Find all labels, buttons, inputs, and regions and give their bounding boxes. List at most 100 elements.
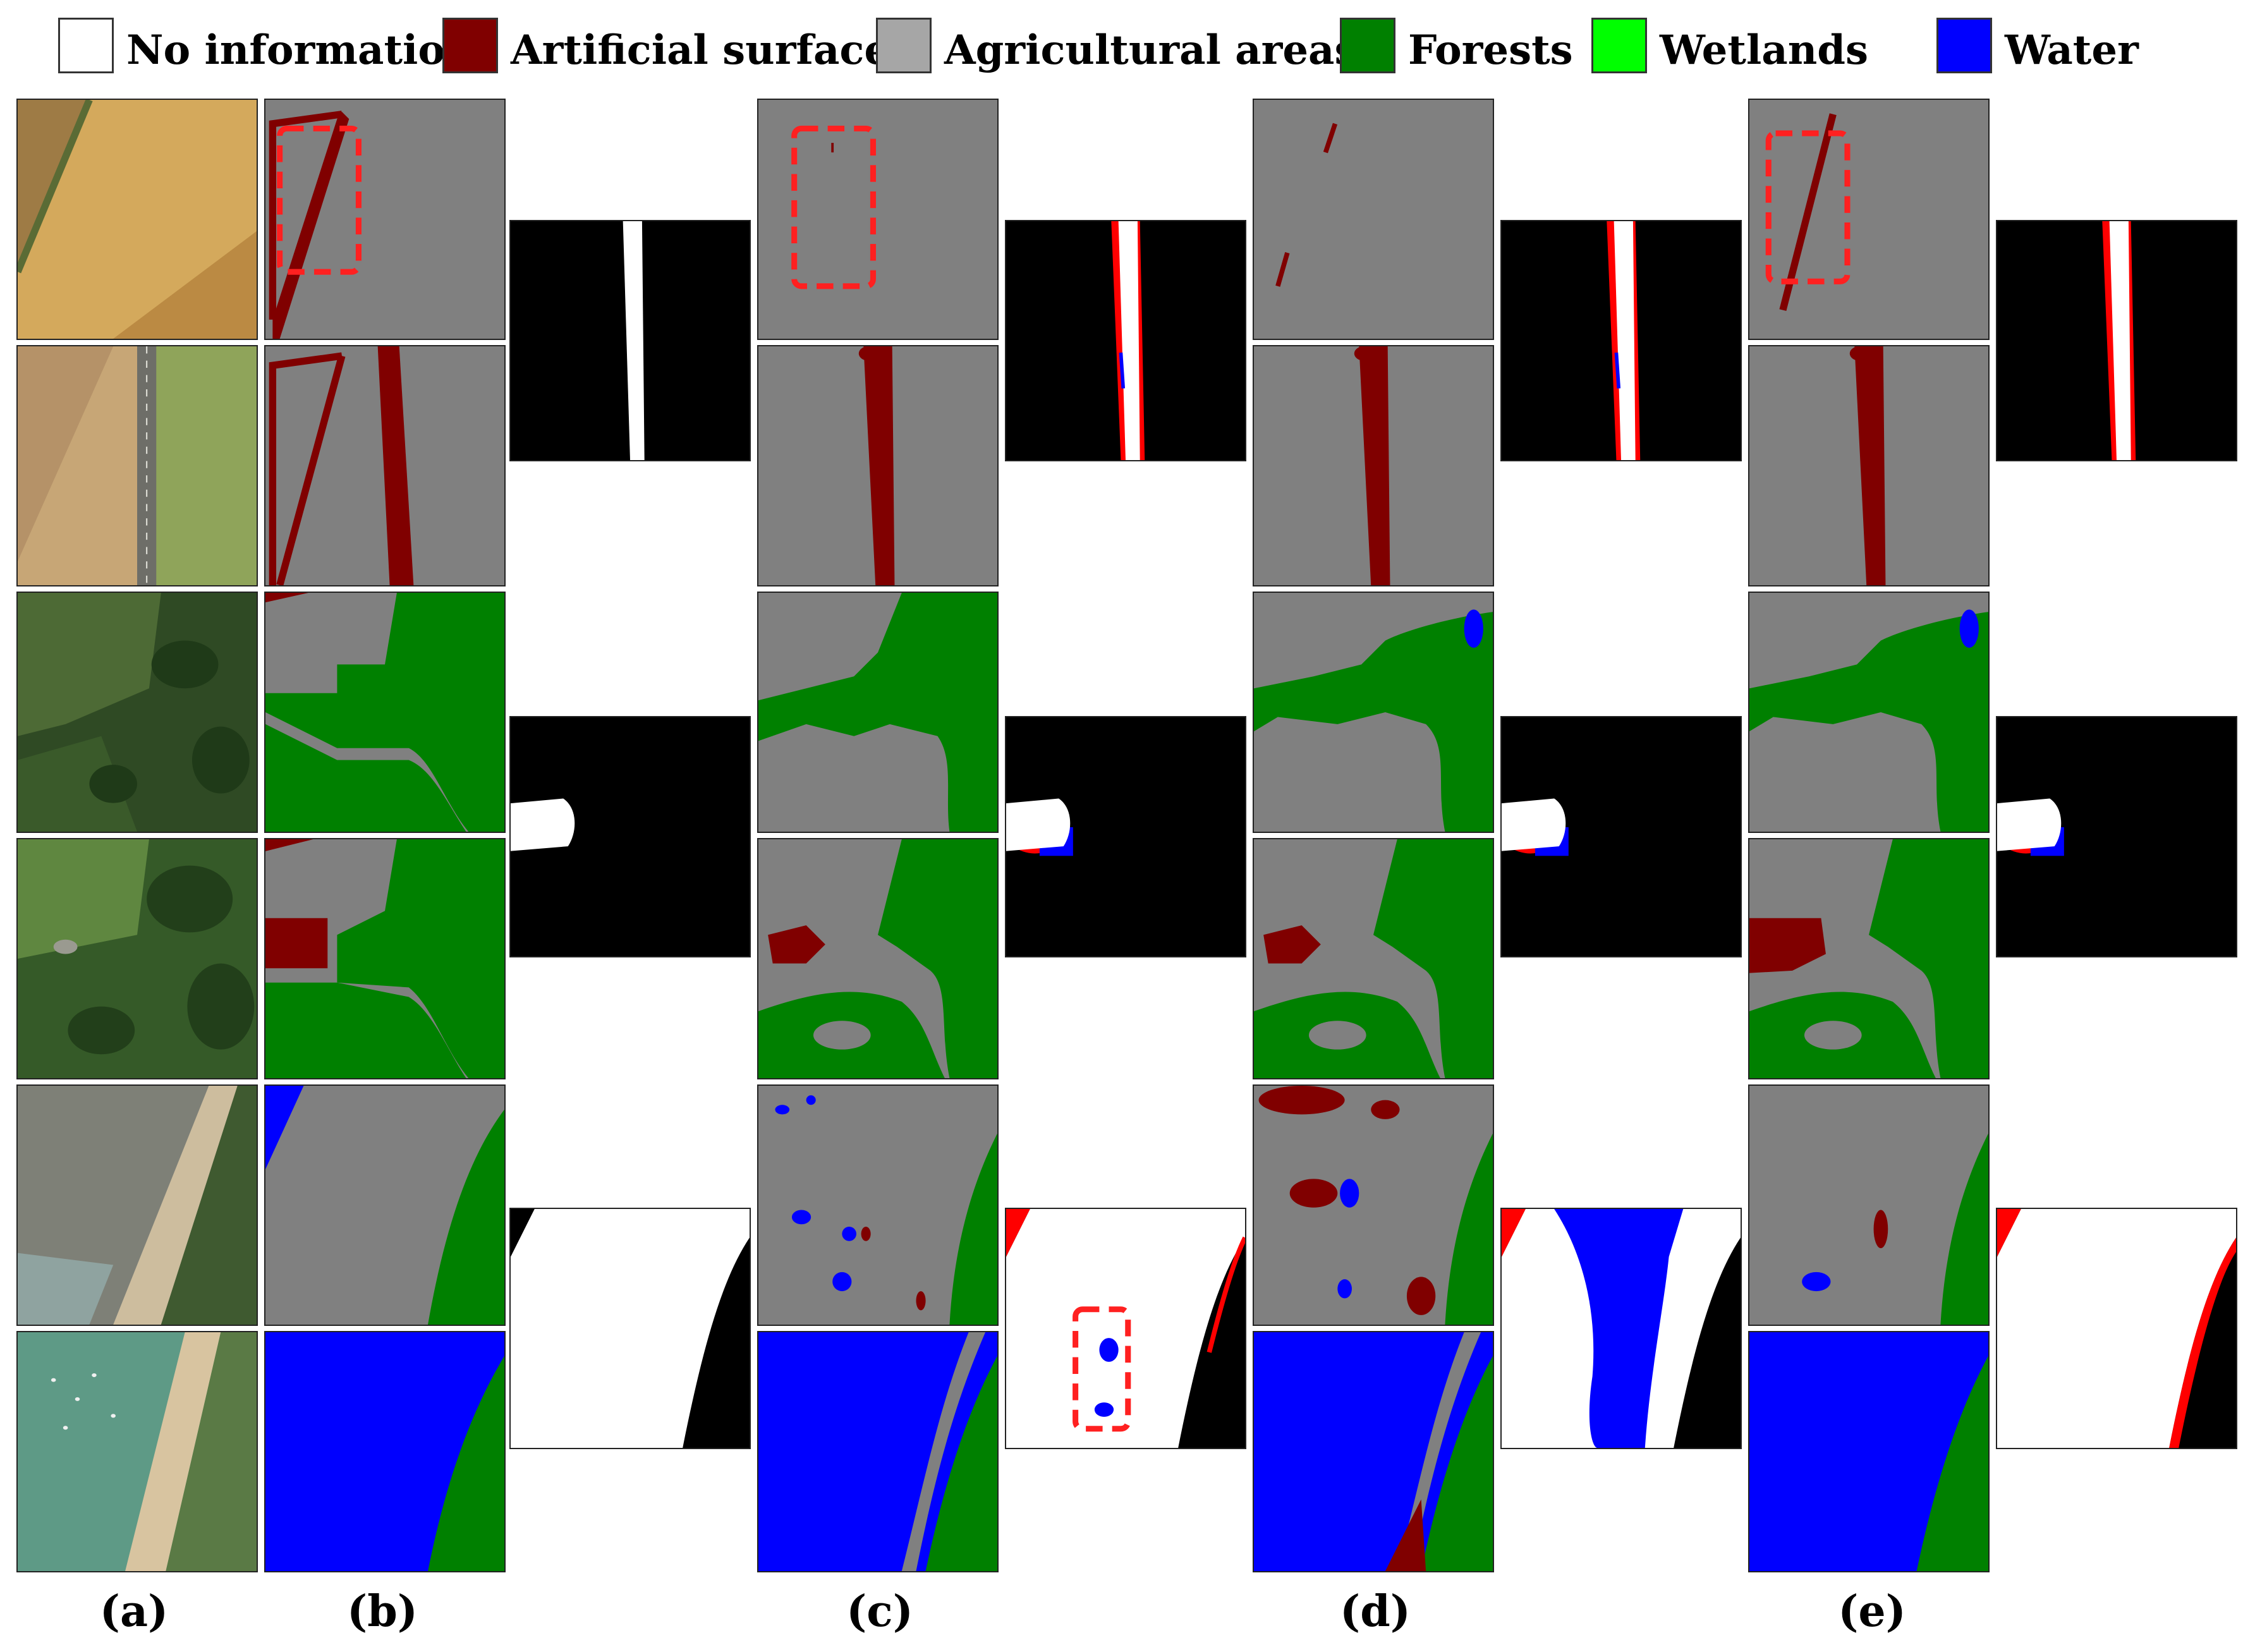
column-label-b: (b) bbox=[347, 1586, 418, 1637]
built-patch bbox=[861, 1227, 871, 1241]
forest-area bbox=[949, 1133, 997, 1325]
aerial-photo-row6 bbox=[16, 1331, 258, 1572]
panel-background bbox=[265, 100, 504, 339]
change-region bbox=[1614, 221, 1636, 460]
panel-background bbox=[1254, 100, 1493, 339]
prediction-map-c-row1 bbox=[757, 99, 999, 340]
forest-area bbox=[1916, 1356, 1988, 1571]
legend-swatch-no-information bbox=[58, 18, 114, 73]
label-map-b-row1 bbox=[264, 99, 506, 340]
road-fragment bbox=[858, 346, 878, 361]
error-region bbox=[2169, 1237, 2236, 1448]
legend-swatch-wetlands bbox=[1591, 18, 1647, 73]
water-patch bbox=[1802, 1272, 1831, 1292]
highway bbox=[863, 346, 895, 585]
change-region bbox=[1997, 798, 2062, 851]
prediction-map-e-row1 bbox=[1748, 99, 1990, 340]
field-patch bbox=[18, 593, 161, 736]
road-fragment bbox=[1779, 113, 1837, 312]
legend-label-no-information: No information bbox=[126, 27, 475, 74]
agri-patch bbox=[1804, 1021, 1862, 1050]
forest-area bbox=[1421, 1356, 1493, 1571]
water-patch bbox=[1340, 1179, 1359, 1208]
field-patch bbox=[113, 231, 257, 339]
change-region bbox=[1997, 1209, 2236, 1448]
prediction-map-c-row2 bbox=[757, 345, 999, 586]
missed-region bbox=[1614, 352, 1621, 389]
agri-patch bbox=[1880, 767, 1914, 825]
legend-swatch-water bbox=[1936, 18, 1992, 73]
panel-background bbox=[758, 100, 997, 339]
aerial-photo-row2 bbox=[16, 345, 258, 586]
legend-swatch-forests bbox=[1340, 18, 1395, 73]
change-map-e-forest bbox=[1996, 716, 2237, 957]
missed-region bbox=[1554, 1209, 1684, 1448]
legend-label-artificial-surfaces: Artificial surfaces bbox=[511, 27, 913, 74]
agri-patch bbox=[784, 769, 852, 808]
road-line bbox=[272, 111, 349, 339]
legend-label-agricultural-areas: Agricultural areas bbox=[944, 27, 1358, 74]
column-label-e: (e) bbox=[1838, 1586, 1906, 1637]
forest-area bbox=[1749, 612, 1988, 832]
forest-edge bbox=[161, 1086, 257, 1325]
road-line bbox=[276, 355, 346, 585]
built-area bbox=[265, 839, 313, 851]
forest-area bbox=[265, 724, 466, 832]
highlight-box-c bbox=[791, 125, 876, 289]
legend-swatch-artificial-surfaces bbox=[442, 18, 498, 73]
forest-area bbox=[428, 1109, 504, 1325]
missed-region bbox=[1094, 1402, 1114, 1417]
label-map-b-row6 bbox=[264, 1331, 506, 1572]
change-region bbox=[623, 221, 645, 460]
field-patch bbox=[18, 839, 149, 959]
field-patch bbox=[18, 736, 137, 832]
forest-area bbox=[428, 1356, 504, 1571]
highlight-box-change bbox=[1073, 1306, 1131, 1432]
boat bbox=[111, 1414, 116, 1418]
prediction-map-e-row4 bbox=[1748, 838, 1990, 1079]
aerial-photo-row4 bbox=[16, 838, 258, 1079]
water-patch bbox=[842, 1227, 856, 1241]
error-region bbox=[1502, 1209, 1526, 1257]
error-region bbox=[1207, 1236, 1245, 1353]
highway bbox=[1359, 346, 1390, 585]
change-region bbox=[1118, 221, 1140, 460]
built-patch bbox=[1873, 1210, 1888, 1249]
tree-cluster bbox=[191, 726, 250, 794]
water-patch bbox=[1959, 609, 1979, 648]
aerial-photo-row1 bbox=[16, 99, 258, 340]
boat bbox=[63, 1426, 68, 1430]
error-region bbox=[1006, 1209, 1030, 1257]
error-region bbox=[1997, 1209, 2021, 1257]
forest-area bbox=[265, 982, 466, 1078]
hedge-line bbox=[18, 100, 93, 274]
road-fragment bbox=[1849, 346, 1869, 361]
change-map-d-coast bbox=[1500, 1208, 1742, 1449]
change-map-e-road bbox=[1996, 220, 2237, 461]
missed-region bbox=[1099, 1338, 1119, 1362]
agri-patch bbox=[1308, 1021, 1366, 1050]
prediction-map-d-row2 bbox=[1253, 345, 1494, 586]
forest-area bbox=[1254, 612, 1493, 832]
aerial-photo-row5 bbox=[16, 1084, 258, 1326]
forest-area bbox=[1445, 1133, 1493, 1325]
change-map-e-coast bbox=[1996, 1208, 2237, 1449]
column-label-a: (a) bbox=[99, 1586, 169, 1637]
water-patch bbox=[806, 1095, 816, 1105]
forest-area bbox=[878, 839, 997, 1078]
road-line bbox=[269, 111, 343, 320]
legend: No information Artificial surfaces Agric… bbox=[0, 0, 2255, 88]
change-region bbox=[511, 798, 575, 851]
water-patch bbox=[1464, 609, 1483, 648]
forest-area bbox=[925, 1356, 997, 1571]
prediction-map-e-row6 bbox=[1748, 1331, 1990, 1572]
water-area bbox=[265, 1086, 304, 1170]
field-patch bbox=[151, 346, 257, 585]
shallow-water bbox=[18, 1253, 114, 1325]
label-map-b-row3 bbox=[264, 592, 506, 833]
agri-patch bbox=[1385, 767, 1419, 825]
tree-cluster bbox=[151, 640, 219, 689]
legend-label-wetlands: Wetlands bbox=[1660, 27, 1869, 74]
prediction-map-e-row2 bbox=[1748, 345, 1990, 586]
legend-label-water: Water bbox=[2005, 27, 2139, 74]
